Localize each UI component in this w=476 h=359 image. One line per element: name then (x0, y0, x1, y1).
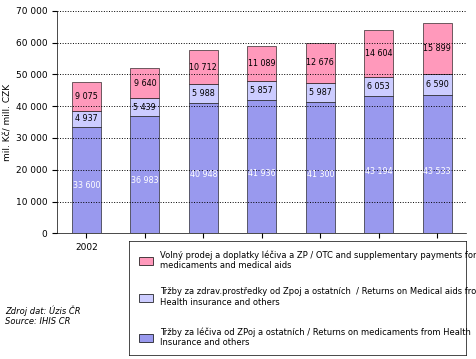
Text: 36 983: 36 983 (131, 176, 159, 185)
Text: 9 075: 9 075 (75, 92, 98, 101)
Bar (130, 68, 159, 98)
Bar (247, 46, 277, 81)
Bar (247, 100, 277, 233)
Bar (423, 95, 452, 233)
FancyBboxPatch shape (139, 257, 153, 265)
Bar (188, 103, 218, 233)
Bar (72, 82, 101, 111)
Text: 41 300: 41 300 (307, 170, 334, 179)
Text: 9 640: 9 640 (134, 79, 156, 88)
FancyBboxPatch shape (139, 294, 153, 302)
Bar (423, 74, 452, 95)
Bar (364, 96, 393, 233)
Text: 5 988: 5 988 (192, 89, 215, 98)
Text: Tržby za léčiva od ZPoj a ostatních / Returns on medicaments from Health
Insuran: Tržby za léčiva od ZPoj a ostatních / Re… (159, 327, 470, 347)
Text: 43 533: 43 533 (424, 167, 451, 176)
Bar (364, 77, 393, 96)
FancyBboxPatch shape (139, 334, 153, 342)
Bar (72, 111, 101, 126)
Bar (72, 126, 101, 233)
Bar (188, 84, 218, 103)
Text: 41 936: 41 936 (248, 169, 276, 178)
Bar (364, 30, 393, 77)
Text: Volný prodej a doplatky léčiva a ZP / OTC and supplementary payments for
medicam: Volný prodej a doplatky léčiva a ZP / OT… (159, 251, 476, 270)
Bar (130, 98, 159, 116)
Text: 40 948: 40 948 (189, 170, 217, 179)
Text: 11 089: 11 089 (248, 59, 276, 68)
Text: 33 600: 33 600 (73, 181, 100, 190)
Text: 6 053: 6 053 (367, 82, 390, 91)
Text: 5 439: 5 439 (133, 103, 156, 112)
Bar (306, 83, 335, 102)
Text: Tržby za zdrav.prostředky od Zpoj a ostatních  / Returns on Medical aids from
He: Tržby za zdrav.prostředky od Zpoj a osta… (159, 288, 476, 307)
Text: 4 937: 4 937 (75, 114, 98, 123)
Y-axis label: mil. Kč/ mill. CZK: mil. Kč/ mill. CZK (4, 84, 13, 160)
Bar (306, 43, 335, 83)
Text: 5 987: 5 987 (309, 88, 332, 97)
Text: 43 194: 43 194 (365, 167, 393, 176)
Text: 12 676: 12 676 (307, 59, 334, 67)
Text: 10 712: 10 712 (189, 62, 217, 71)
Bar (247, 81, 277, 100)
Bar (423, 23, 452, 74)
Text: 14 604: 14 604 (365, 49, 393, 58)
Text: 5 857: 5 857 (250, 86, 273, 95)
Bar (188, 50, 218, 84)
Bar (130, 116, 159, 233)
Text: 6 590: 6 590 (426, 80, 448, 89)
Text: Zdroj dat: Úzis ČR
Source: IHIS CR: Zdroj dat: Úzis ČR Source: IHIS CR (5, 306, 80, 326)
Text: 15 899: 15 899 (423, 44, 451, 53)
Bar (306, 102, 335, 233)
